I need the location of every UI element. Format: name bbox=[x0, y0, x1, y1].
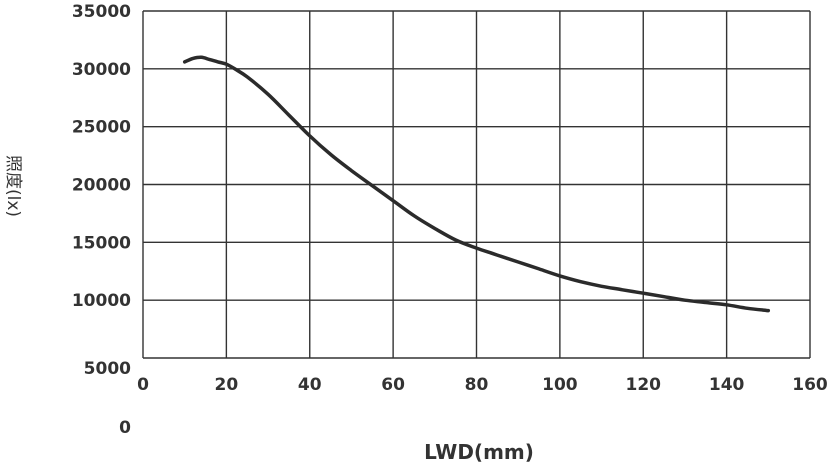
x-tick-label: 20 bbox=[215, 375, 239, 395]
grid bbox=[142, 10, 811, 359]
y-tick-label: 25000 bbox=[72, 118, 131, 138]
y-tick-label: 5000 bbox=[84, 359, 131, 379]
x-tick-label: 40 bbox=[298, 375, 322, 395]
x-tick-label: 140 bbox=[709, 375, 745, 395]
x-axis-label: LWD(mm) bbox=[424, 440, 534, 464]
y-tick-label: 10000 bbox=[72, 291, 131, 311]
y-tick-zero-label: 0 bbox=[119, 418, 131, 438]
x-tick-label: 80 bbox=[465, 375, 489, 395]
y-tick-label: 35000 bbox=[72, 2, 131, 22]
series-line bbox=[182, 55, 771, 313]
y-tick-label: 30000 bbox=[72, 60, 131, 80]
y-tick-label: 15000 bbox=[72, 233, 131, 253]
x-axis-ticks: 0 20 40 60 80 100 120 140 160 bbox=[137, 375, 828, 395]
x-tick-label: 160 bbox=[792, 375, 828, 395]
y-axis-label: 照度(lx) bbox=[3, 155, 23, 217]
x-tick-label: 100 bbox=[542, 375, 578, 395]
x-tick-label: 0 bbox=[137, 375, 149, 395]
x-tick-label: 120 bbox=[626, 375, 662, 395]
y-tick-label: 20000 bbox=[72, 176, 131, 196]
x-tick-label: 60 bbox=[381, 375, 405, 395]
y-axis-ticks: 5000 10000 15000 20000 25000 30000 35000 bbox=[72, 2, 131, 379]
